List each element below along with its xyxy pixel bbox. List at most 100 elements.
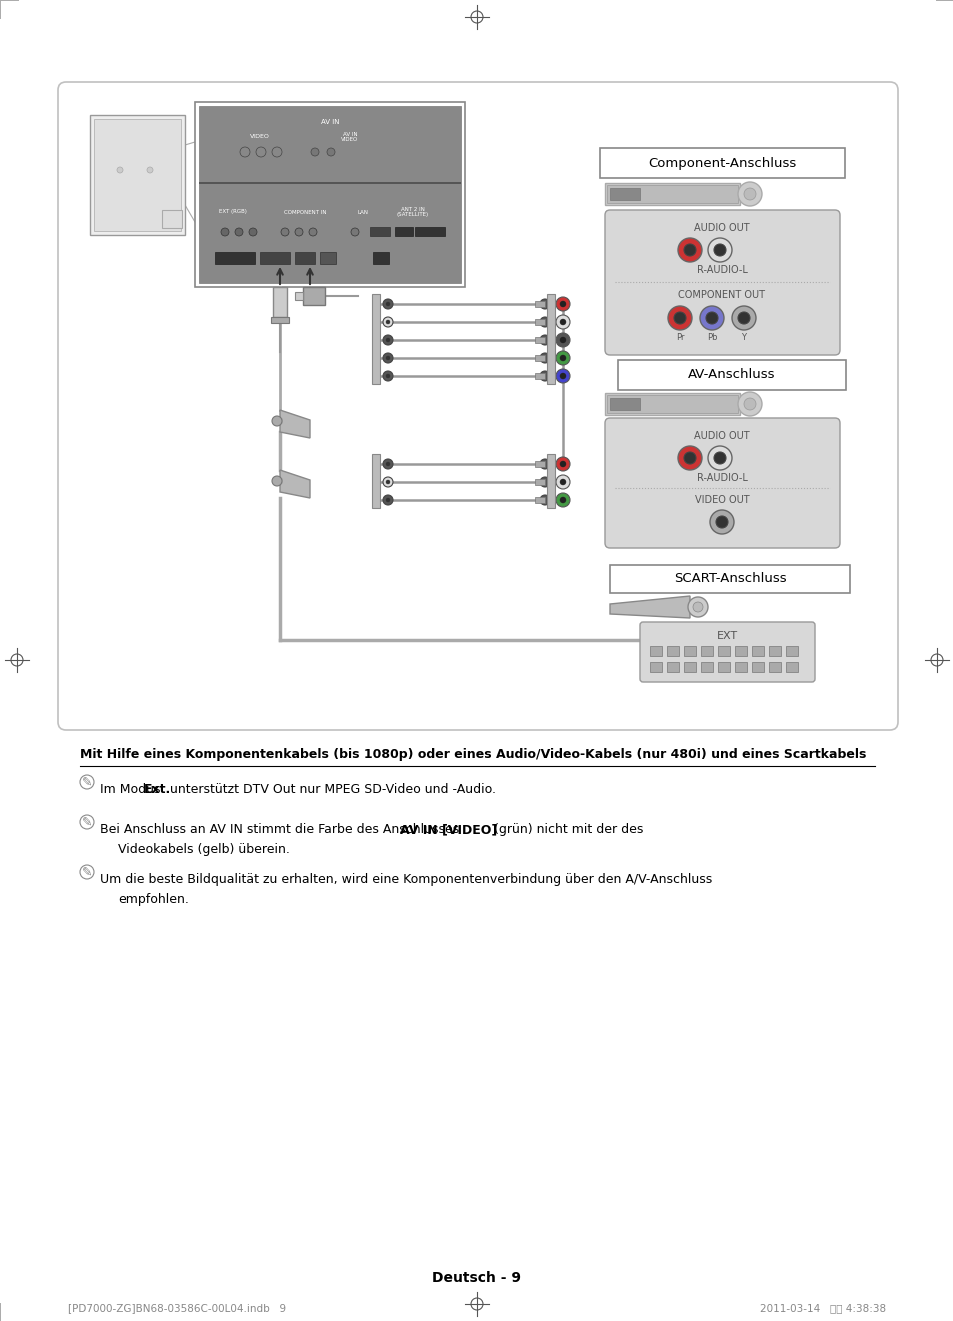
Circle shape [386, 374, 390, 378]
Bar [214, 252, 254, 264]
Polygon shape [679, 627, 729, 653]
Text: AV IN
VIDEO: AV IN VIDEO [341, 132, 358, 143]
Text: Component-Anschluss: Component-Anschluss [647, 156, 796, 169]
Bar [606, 395, 738, 413]
Text: 2011-03-14   오후 4:38:38: 2011-03-14 오후 4:38:38 [760, 1303, 885, 1313]
Circle shape [382, 495, 393, 505]
Circle shape [386, 462, 390, 466]
Bar [683, 662, 696, 672]
Circle shape [731, 306, 755, 330]
Circle shape [556, 333, 569, 347]
Circle shape [678, 446, 701, 470]
Circle shape [687, 597, 707, 617]
Text: EXT: EXT [716, 631, 737, 641]
Bar [535, 373, 544, 379]
Circle shape [281, 229, 289, 236]
Circle shape [147, 166, 152, 173]
Circle shape [386, 303, 390, 306]
Bar [649, 646, 661, 657]
Circle shape [705, 312, 718, 324]
Bar [395, 227, 413, 236]
Circle shape [351, 229, 358, 236]
Circle shape [559, 301, 565, 306]
Circle shape [738, 312, 749, 324]
Bar [768, 646, 781, 657]
Circle shape [707, 446, 731, 470]
Bar [785, 646, 797, 657]
Bar [666, 662, 679, 672]
Circle shape [386, 320, 390, 324]
Circle shape [311, 148, 318, 156]
Bar [535, 480, 544, 485]
Bar [700, 662, 712, 672]
Text: R-AUDIO-L: R-AUDIO-L [696, 266, 746, 275]
Text: Videokabels (gelb) überein.: Videokabels (gelb) überein. [118, 843, 290, 856]
Circle shape [716, 517, 727, 528]
Text: ✎: ✎ [82, 815, 92, 828]
Bar [199, 106, 460, 283]
Circle shape [559, 337, 565, 343]
Bar [606, 185, 738, 203]
Bar [546, 454, 555, 509]
Bar [94, 119, 181, 231]
Text: SCART-Anschluss: SCART-Anschluss [673, 572, 785, 585]
FancyBboxPatch shape [604, 417, 840, 548]
Bar [609, 188, 639, 199]
Circle shape [539, 336, 550, 345]
Circle shape [386, 338, 390, 342]
Text: ✎: ✎ [82, 775, 92, 789]
Circle shape [678, 238, 701, 262]
Text: Ext.: Ext. [144, 783, 172, 797]
Text: Im Modus: Im Modus [100, 783, 164, 797]
Bar [273, 287, 287, 317]
Bar [718, 662, 729, 672]
Bar [90, 115, 185, 235]
Text: Bei Anschluss an AV IN stimmt die Farbe des Anschlusses: Bei Anschluss an AV IN stimmt die Farbe … [100, 823, 463, 836]
Circle shape [249, 229, 256, 236]
Circle shape [309, 229, 316, 236]
Text: unterstützt DTV Out nur MPEG SD-Video und -Audio.: unterstützt DTV Out nur MPEG SD-Video un… [166, 783, 496, 797]
Bar [683, 646, 696, 657]
Bar [599, 148, 844, 178]
Circle shape [382, 299, 393, 309]
Bar [271, 317, 289, 324]
Text: [PD7000-ZG]BN68-03586C-00L04.indb   9: [PD7000-ZG]BN68-03586C-00L04.indb 9 [68, 1303, 286, 1313]
Polygon shape [280, 410, 310, 439]
Circle shape [539, 299, 550, 309]
Bar [609, 565, 849, 593]
Text: AUDIO OUT: AUDIO OUT [694, 223, 749, 232]
Circle shape [738, 182, 761, 206]
Circle shape [559, 497, 565, 503]
Circle shape [559, 461, 565, 468]
Text: VIDEO OUT: VIDEO OUT [694, 495, 748, 505]
Circle shape [382, 353, 393, 363]
Circle shape [382, 458, 393, 469]
Circle shape [556, 457, 569, 472]
Circle shape [692, 602, 702, 612]
Circle shape [327, 148, 335, 156]
Circle shape [294, 229, 303, 236]
Bar [535, 301, 544, 306]
Circle shape [255, 147, 266, 157]
Circle shape [556, 314, 569, 329]
Bar [535, 497, 544, 503]
Circle shape [743, 398, 755, 410]
Circle shape [386, 355, 390, 361]
Circle shape [539, 317, 550, 328]
Circle shape [382, 317, 393, 328]
Circle shape [556, 351, 569, 365]
Bar [666, 646, 679, 657]
Text: empfohlen.: empfohlen. [118, 893, 189, 906]
Polygon shape [280, 470, 310, 498]
Bar [604, 184, 740, 205]
Bar [618, 361, 845, 390]
Circle shape [707, 238, 731, 262]
Circle shape [539, 353, 550, 363]
Text: ✎: ✎ [82, 865, 92, 878]
Circle shape [556, 476, 569, 489]
Bar [734, 646, 746, 657]
Bar [372, 454, 379, 509]
Circle shape [240, 147, 250, 157]
Text: AUDIO OUT: AUDIO OUT [694, 431, 749, 441]
Circle shape [539, 477, 550, 487]
